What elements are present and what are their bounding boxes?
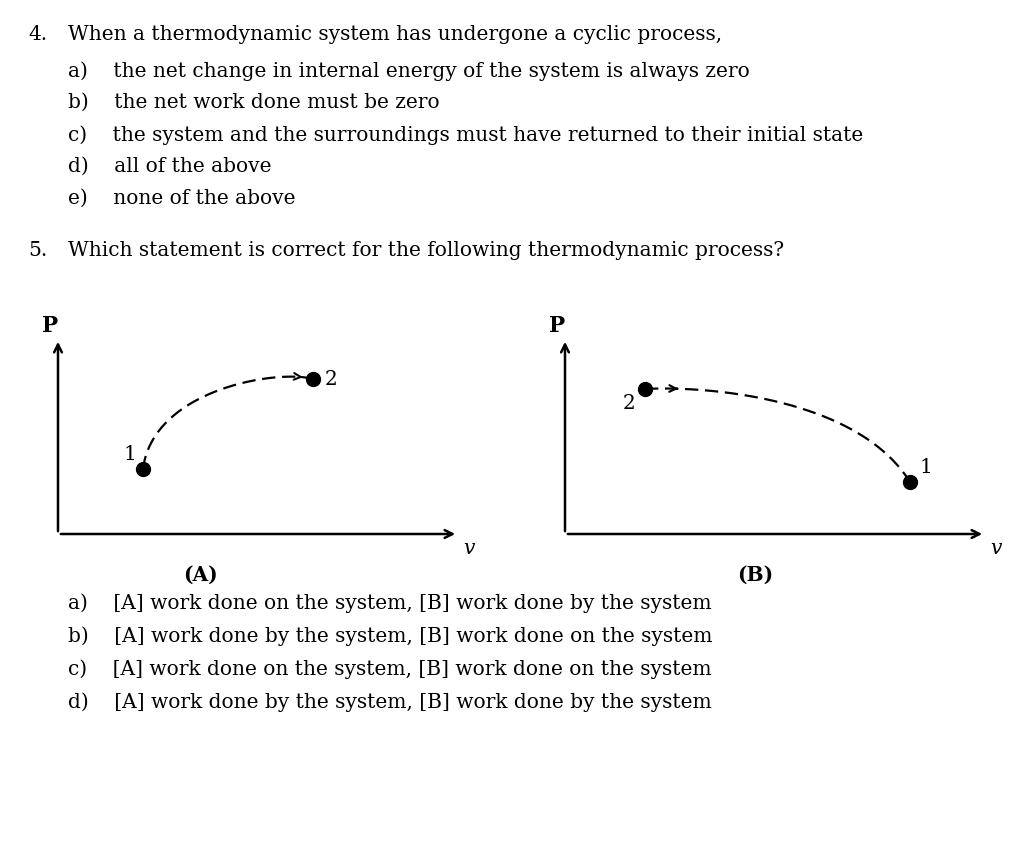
Text: P: P [42, 315, 58, 337]
Text: d)    all of the above: d) all of the above [68, 157, 271, 176]
Text: c)    the system and the surroundings must have returned to their initial state: c) the system and the surroundings must … [68, 125, 863, 144]
Text: (A): (A) [182, 565, 217, 584]
Text: 1: 1 [920, 457, 933, 476]
Text: b)    [A] work done by the system, [B] work done on the system: b) [A] work done by the system, [B] work… [68, 625, 713, 645]
Text: b)    the net work done must be zero: b) the net work done must be zero [68, 93, 439, 112]
Text: c)    [A] work done on the system, [B] work done on the system: c) [A] work done on the system, [B] work… [68, 658, 712, 678]
Text: (B): (B) [737, 565, 773, 584]
Text: v: v [990, 538, 1001, 557]
Text: Which statement is correct for the following thermodynamic process?: Which statement is correct for the follo… [68, 241, 784, 260]
Text: v: v [463, 538, 474, 557]
Text: 4.: 4. [28, 25, 47, 44]
Text: a)    [A] work done on the system, [B] work done by the system: a) [A] work done on the system, [B] work… [68, 592, 712, 612]
Text: e)    none of the above: e) none of the above [68, 189, 296, 208]
Text: P: P [549, 315, 565, 337]
Text: 2: 2 [325, 370, 338, 389]
Text: a)    the net change in internal energy of the system is always zero: a) the net change in internal energy of … [68, 61, 750, 80]
Text: d)    [A] work done by the system, [B] work done by the system: d) [A] work done by the system, [B] work… [68, 691, 712, 711]
Text: When a thermodynamic system has undergone a cyclic process,: When a thermodynamic system has undergon… [68, 25, 722, 44]
Text: 5.: 5. [28, 241, 47, 260]
Text: 2: 2 [623, 393, 636, 413]
Text: 1: 1 [123, 445, 136, 463]
